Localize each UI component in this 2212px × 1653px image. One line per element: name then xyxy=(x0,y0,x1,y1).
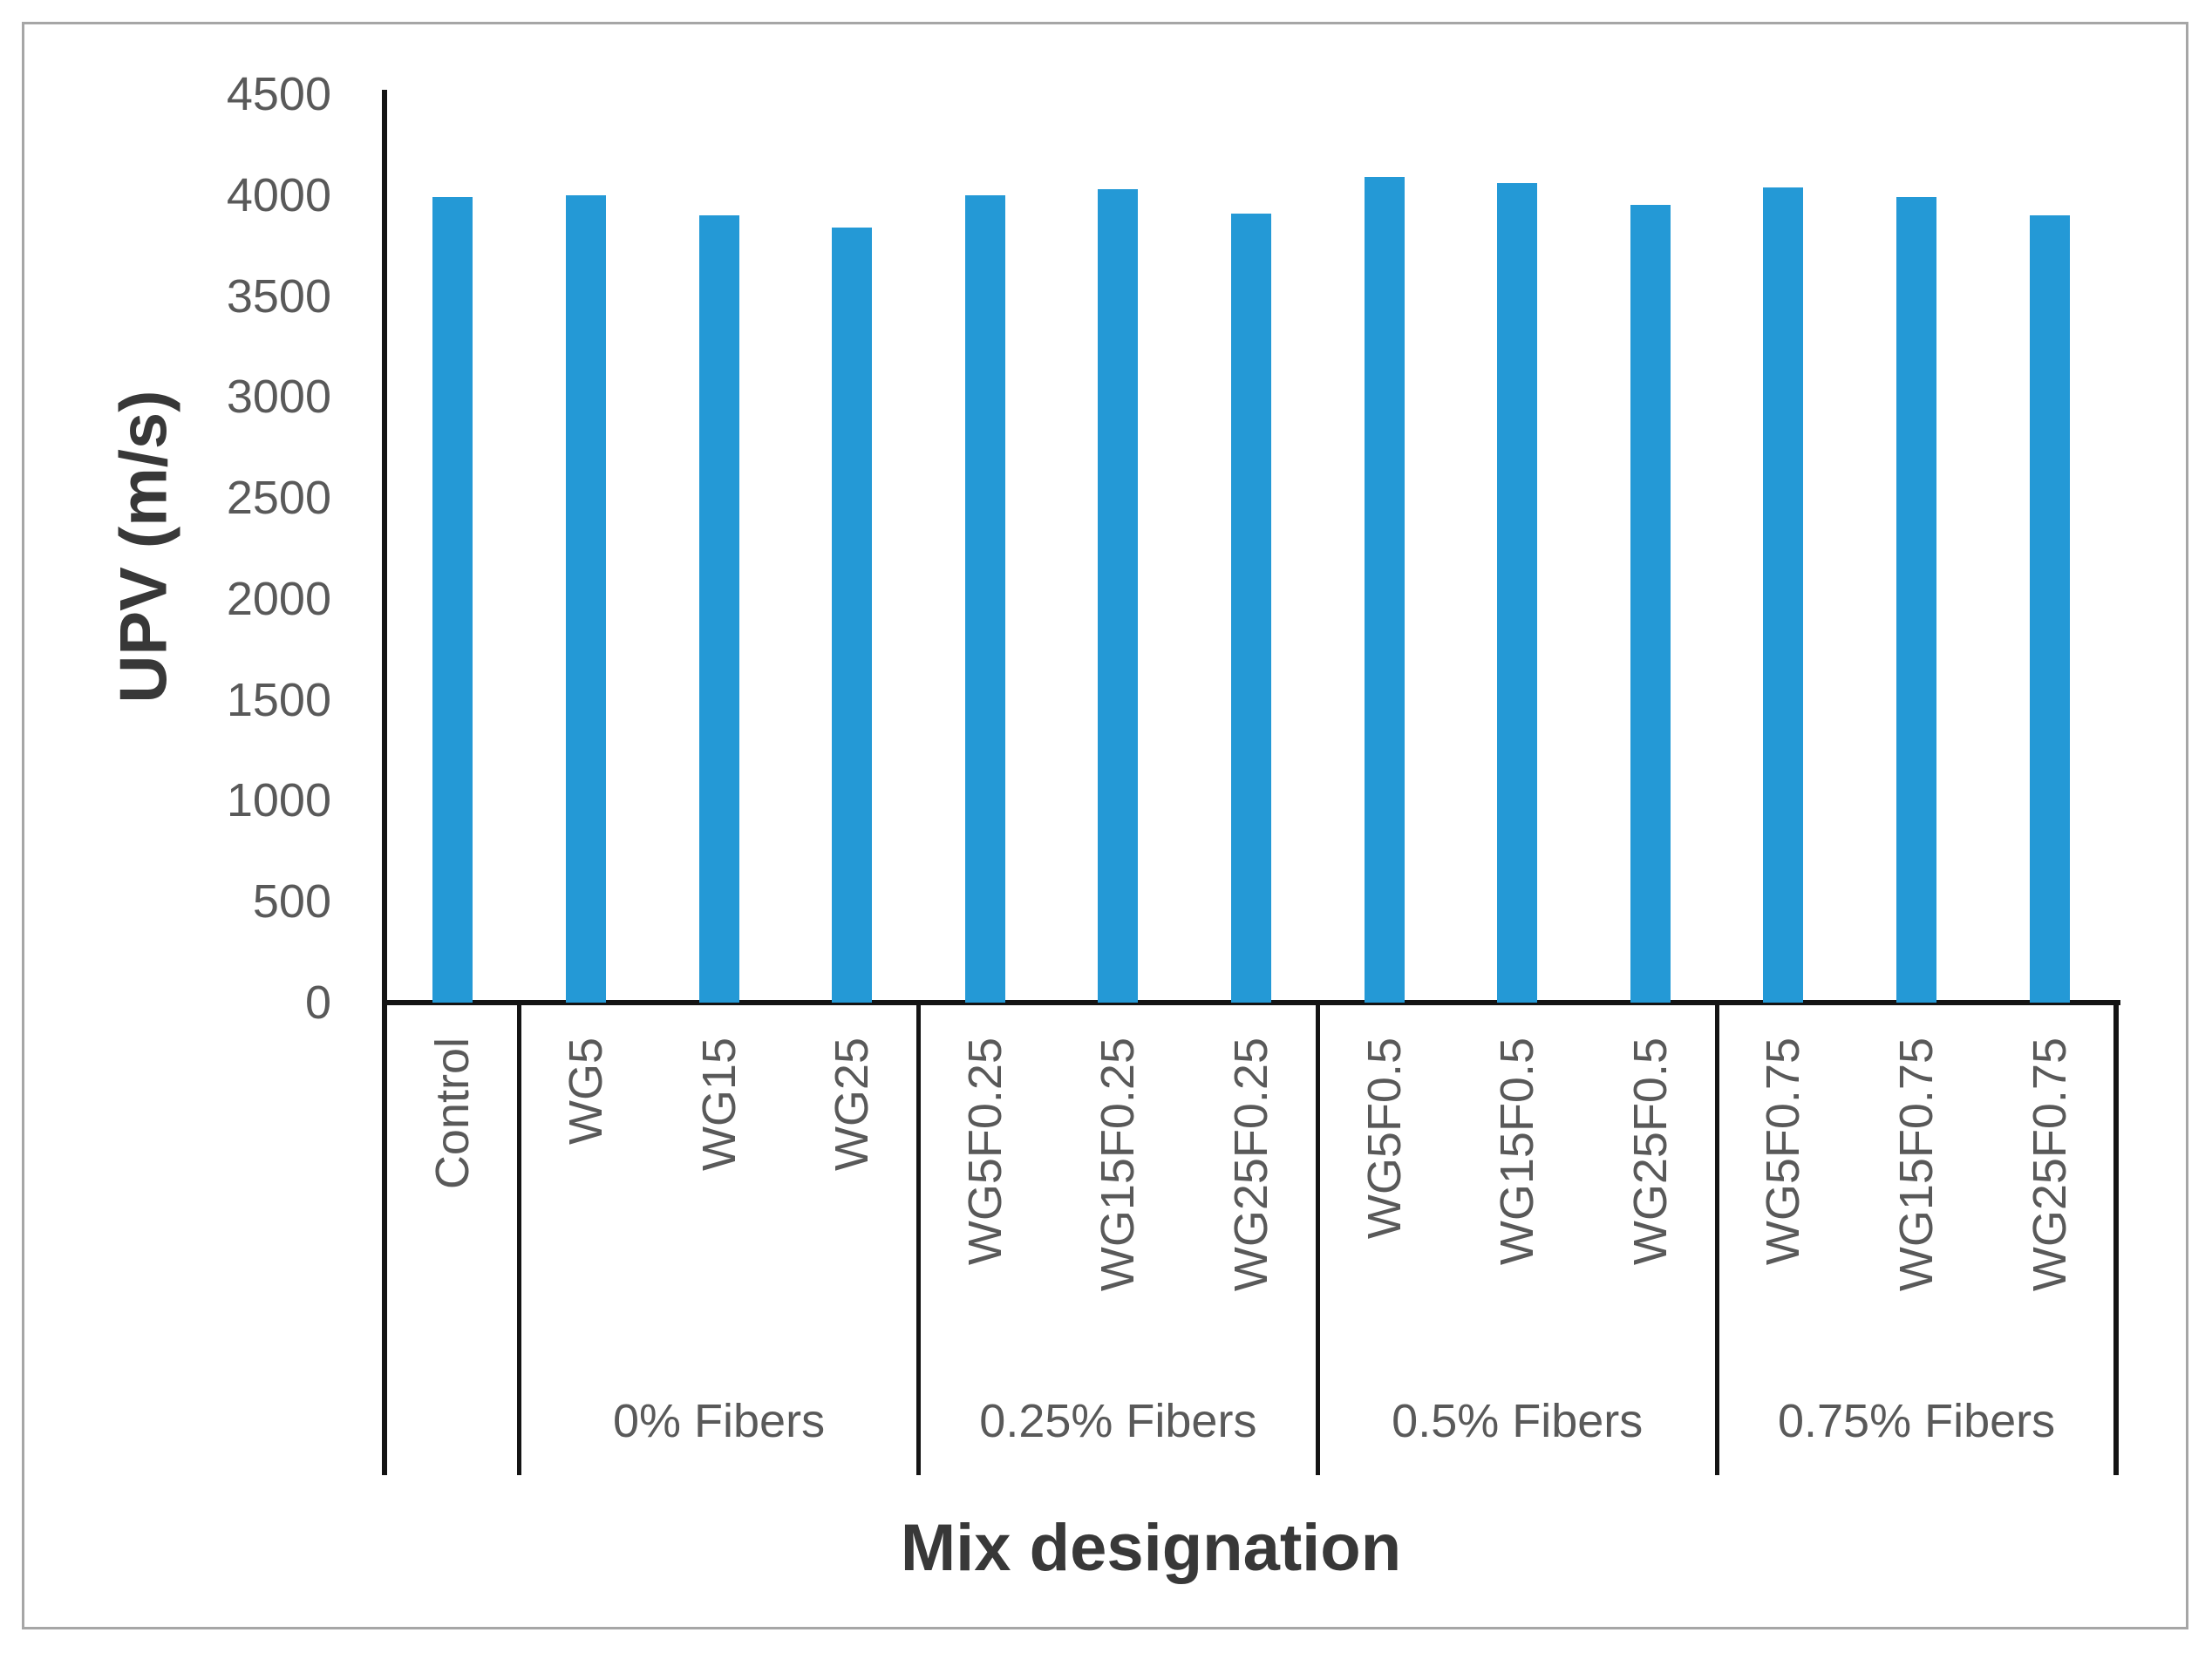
bar xyxy=(565,194,606,1003)
bar xyxy=(964,194,1005,1003)
category-label: WG15 xyxy=(692,1037,745,1172)
bar xyxy=(1497,182,1538,1003)
bar xyxy=(1896,197,1937,1003)
group-separator xyxy=(517,1003,522,1475)
group-separator xyxy=(1315,1003,1320,1475)
category-table-right-edge xyxy=(2113,1003,2119,1475)
category-label: WG15F0.75 xyxy=(1890,1037,1943,1292)
group-separator xyxy=(1714,1003,1719,1475)
y-axis-title: UPV (m/s) xyxy=(106,390,181,704)
bar xyxy=(1630,205,1671,1003)
y-tick-label: 1500 xyxy=(226,673,331,726)
bar xyxy=(2029,214,2070,1003)
bar xyxy=(698,214,739,1003)
category-label: Control xyxy=(426,1037,480,1190)
category-label: WG25F0.25 xyxy=(1225,1037,1277,1292)
group-label: 0.75% Fibers xyxy=(1777,1395,2056,1447)
bar xyxy=(1098,188,1139,1003)
group-label: 0.25% Fibers xyxy=(979,1395,1257,1447)
category-label: WG5F0.5 xyxy=(1358,1037,1411,1240)
group-label: 0% Fibers xyxy=(612,1395,826,1447)
category-label: WG15F0.5 xyxy=(1491,1037,1544,1266)
bar xyxy=(1763,187,1804,1003)
y-tick-label: 2500 xyxy=(226,472,331,525)
x-axis-title: Mix designation xyxy=(900,1511,1402,1585)
y-tick-label: 4000 xyxy=(226,168,331,221)
figure-border xyxy=(22,22,2188,1629)
bar xyxy=(832,227,873,1003)
group-label: 0.5% Fibers xyxy=(1392,1395,1644,1447)
bar xyxy=(432,197,473,1003)
y-axis-line xyxy=(382,90,387,1475)
category-label: WG5F0.25 xyxy=(958,1037,1011,1266)
category-label: WG25F0.75 xyxy=(2023,1037,2076,1292)
category-label: WG15F0.25 xyxy=(1092,1037,1145,1292)
group-separator xyxy=(915,1003,921,1475)
x-axis-baseline xyxy=(382,1000,2120,1005)
y-tick-label: 3500 xyxy=(226,269,331,323)
y-tick-label: 3000 xyxy=(226,371,331,424)
y-tick-label: 2000 xyxy=(226,572,331,625)
y-tick-label: 1000 xyxy=(226,774,331,827)
category-label: WG25 xyxy=(826,1037,879,1172)
y-tick-label: 4500 xyxy=(226,68,331,120)
y-tick-label: 500 xyxy=(252,875,331,929)
category-label: WG25F0.5 xyxy=(1623,1037,1677,1266)
bar xyxy=(1364,176,1405,1003)
bar xyxy=(1231,213,1271,1003)
category-label: WG5F0.75 xyxy=(1757,1037,1810,1266)
y-tick-label: 0 xyxy=(304,976,331,1029)
category-label: WG5 xyxy=(559,1037,612,1146)
